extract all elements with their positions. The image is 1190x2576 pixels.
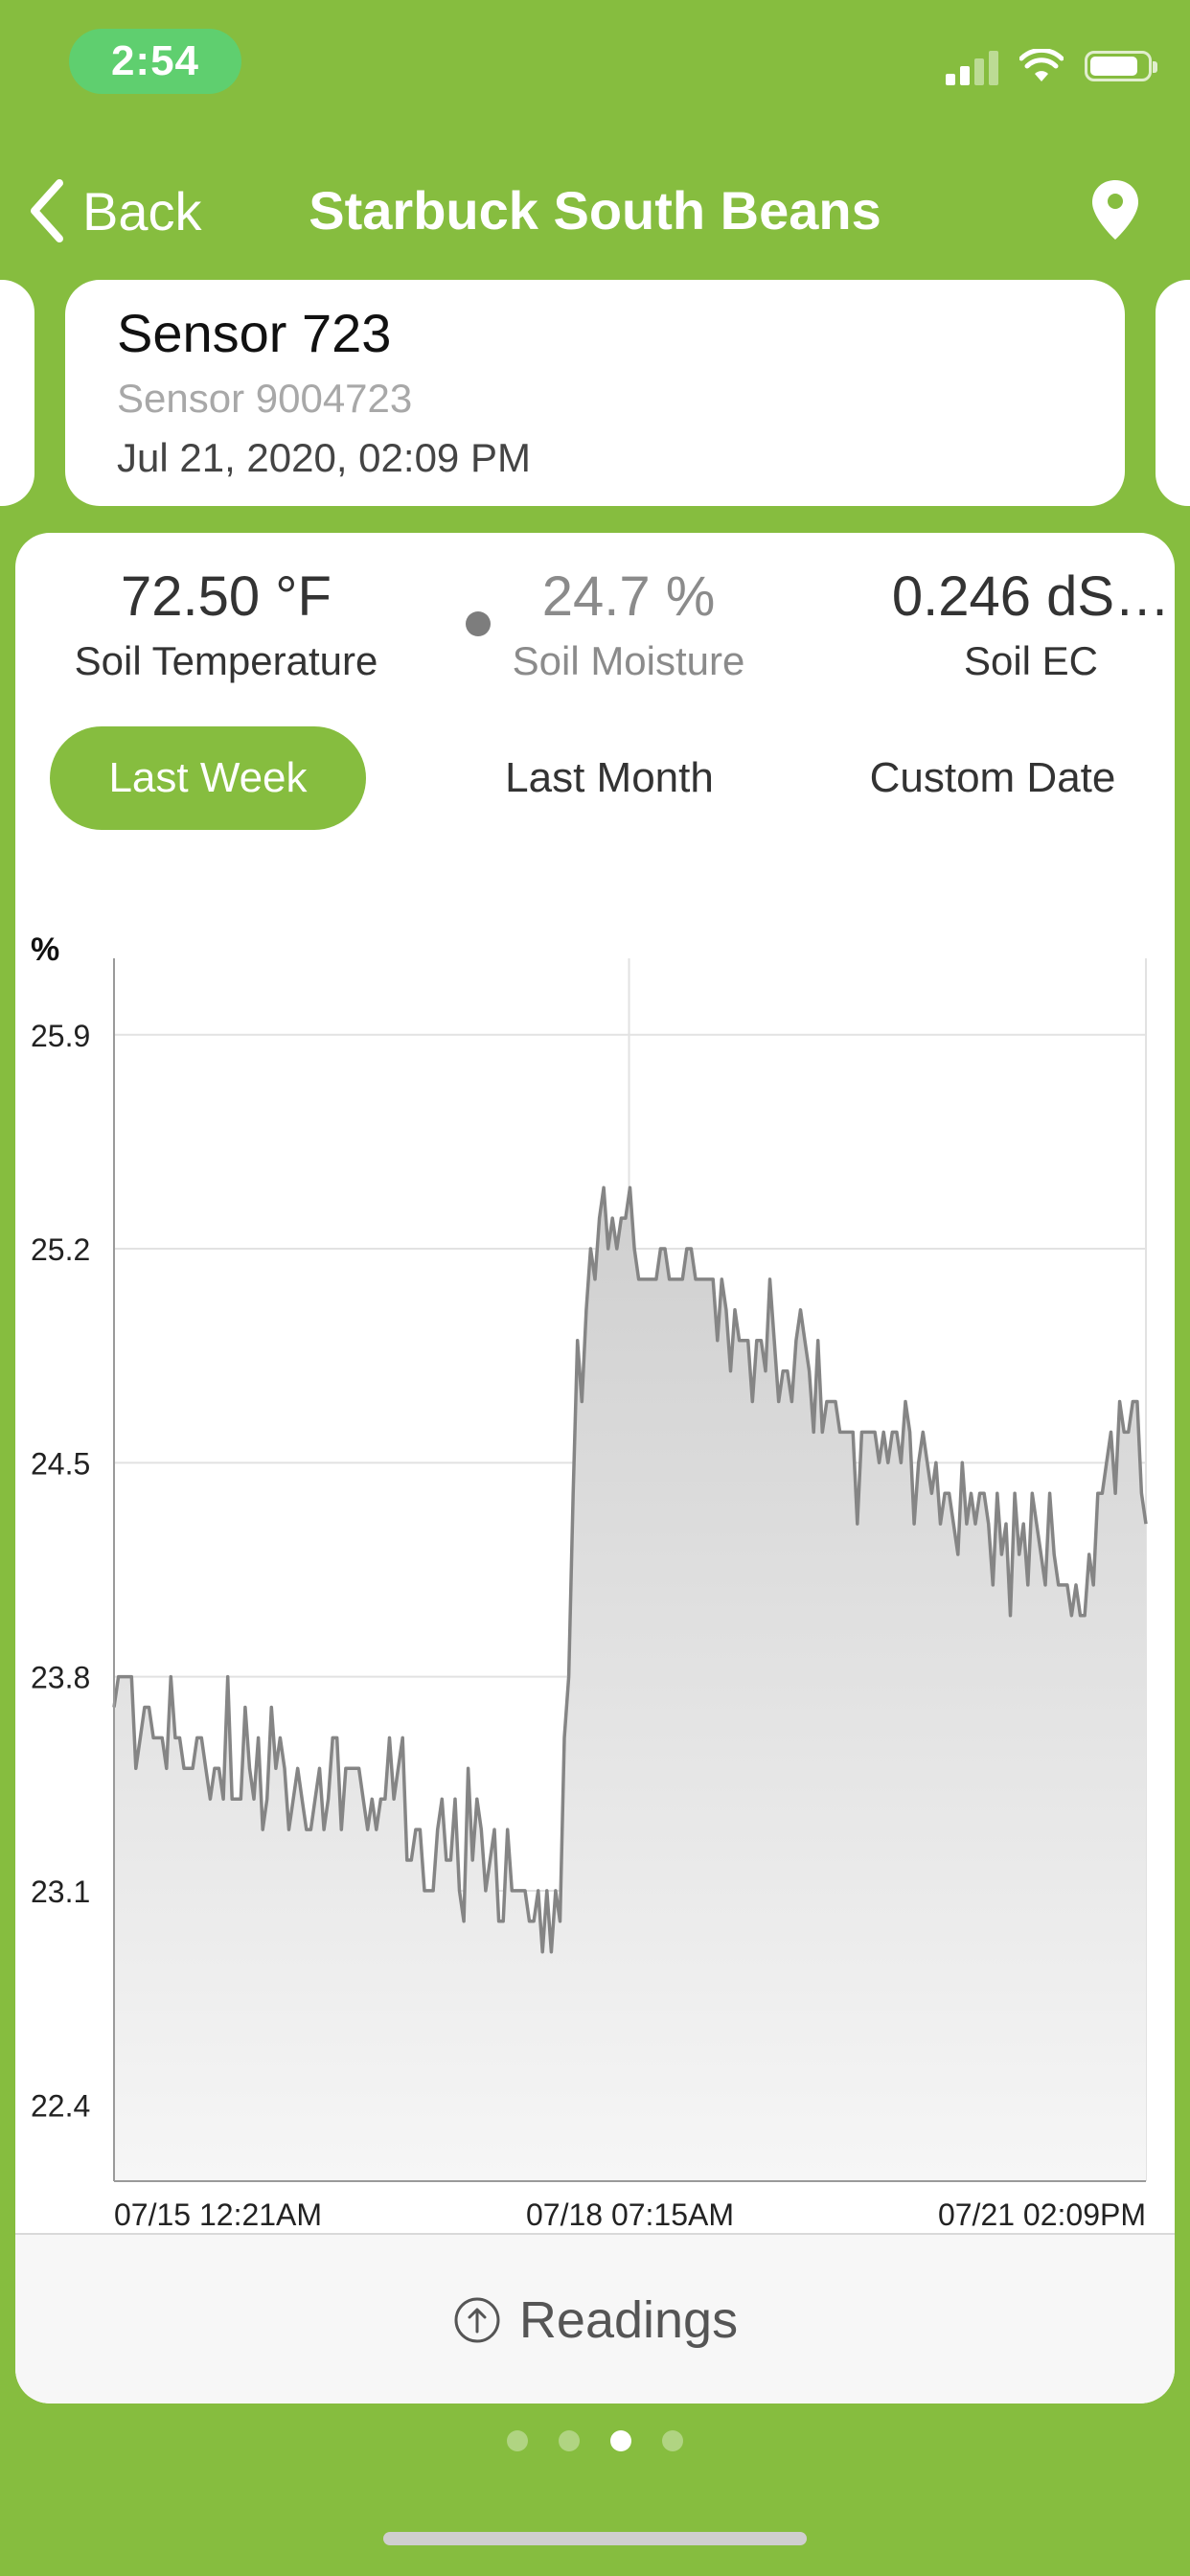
y-tick-label: 22.4	[31, 2088, 90, 2123]
back-label: Back	[82, 180, 202, 242]
metric-soil-moisture[interactable]: 24.7 % Soil Moisture	[427, 562, 830, 690]
previous-sensor-card[interactable]	[0, 280, 34, 506]
y-tick-label: 24.5	[31, 1446, 90, 1481]
page-dot[interactable]	[662, 2430, 683, 2451]
chevron-left-icon	[31, 179, 63, 242]
map-pin-icon	[1092, 180, 1138, 240]
sensor-timestamp: Jul 21, 2020, 02:09 PM	[117, 435, 531, 480]
status-icons	[946, 42, 1157, 90]
date-range-tabs: Last Week Last Month Custom Date	[15, 726, 1175, 830]
sensor-name: Sensor 723	[117, 303, 392, 363]
battery-icon	[1085, 51, 1157, 81]
sensor-id: Sensor 9004723	[117, 376, 413, 421]
metrics-row: 72.50 °F Soil Temperature 24.7 % Soil Mo…	[15, 562, 1175, 686]
tab-last-month[interactable]: Last Month	[505, 754, 714, 801]
metric-value: 72.50 °F	[121, 565, 332, 628]
moisture-chart[interactable]: % 25.9 25.2 24.5 23.8 23.1 22.4 07/15 12:21AM…	[15, 868, 1175, 2229]
metric-label: Soil EC	[963, 638, 1099, 683]
page-indicator[interactable]	[0, 2430, 1190, 2451]
chart-area-fill	[114, 1187, 1146, 2181]
y-tick-label: 23.8	[31, 1661, 90, 1695]
location-button[interactable]	[1090, 178, 1140, 246]
x-tick-label: 07/21 02:09PM	[938, 2197, 1146, 2229]
readings-button[interactable]: Readings	[15, 2233, 1175, 2404]
status-time: 2:54	[69, 29, 241, 94]
arrow-up-circle-icon	[454, 2297, 500, 2343]
y-tick-label: 25.9	[31, 1019, 90, 1053]
page-dot[interactable]	[559, 2430, 580, 2451]
selected-metric-dot	[466, 611, 491, 636]
metric-label: Soil Moisture	[512, 638, 745, 683]
next-sensor-card[interactable]	[1156, 280, 1190, 506]
sensor-card[interactable]: Sensor 723 Sensor 9004723 Jul 21, 2020, …	[65, 280, 1125, 506]
wifi-icon	[1019, 49, 1064, 81]
y-tick-label: 25.2	[31, 1232, 90, 1267]
page-dot[interactable]	[507, 2430, 528, 2451]
home-indicator[interactable]	[383, 2532, 807, 2545]
tab-last-week[interactable]: Last Week	[50, 726, 366, 830]
chart-series-line	[112, 1185, 1148, 1954]
x-tick-label: 07/15 12:21AM	[114, 2197, 322, 2229]
metric-label: Soil Temperature	[74, 638, 378, 683]
cellular-signal-icon	[946, 47, 998, 85]
metric-value: 0.246 dS…	[891, 565, 1171, 628]
metric-soil-temperature[interactable]: 72.50 °F Soil Temperature	[34, 562, 418, 690]
tab-custom-date[interactable]: Custom Date	[869, 754, 1116, 801]
x-tick-label: 07/18 07:15AM	[526, 2197, 734, 2229]
back-button[interactable]: Back	[27, 172, 202, 249]
readings-card: 72.50 °F Soil Temperature 24.7 % Soil Mo…	[15, 533, 1175, 2404]
metric-soil-ec[interactable]: 0.246 dS… Soil EC	[858, 562, 1175, 690]
page-dot[interactable]	[610, 2430, 631, 2451]
readings-label: Readings	[518, 2291, 739, 2349]
y-tick-label: 23.1	[31, 1874, 90, 1909]
metric-value: 24.7 %	[541, 565, 716, 628]
y-axis-unit-label: %	[31, 932, 59, 968]
